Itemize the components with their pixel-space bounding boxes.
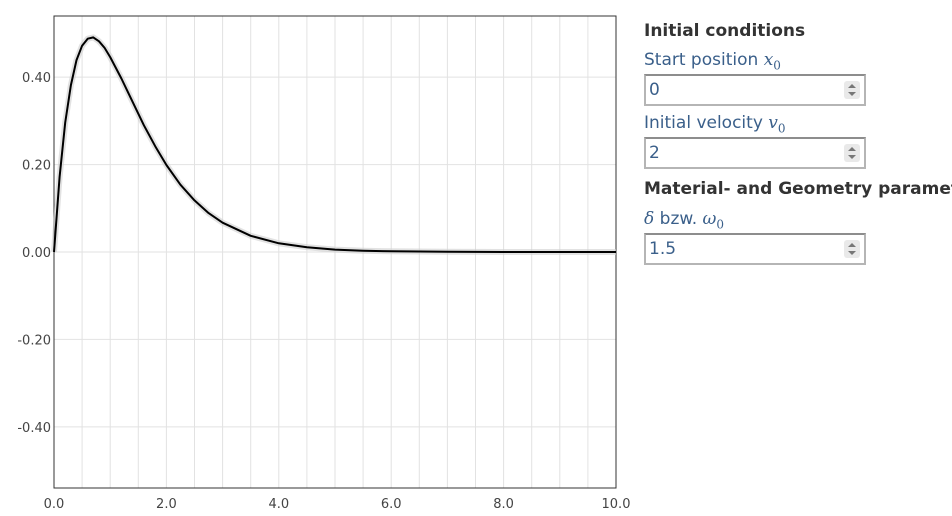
start-position-input[interactable] bbox=[646, 76, 829, 104]
y-tick-label: 0.00 bbox=[22, 246, 51, 261]
x-tick-label: 0.0 bbox=[44, 497, 65, 512]
material-geometry-title: Material- and Geometry parameters bbox=[644, 179, 952, 199]
initial-velocity-label-row: Initial velocity v0 bbox=[644, 109, 952, 137]
y-tick-label: -0.20 bbox=[17, 333, 51, 348]
curve-group bbox=[51, 34, 616, 255]
y-axis-ticks: -0.40 -0.20 0.00 0.20 0.40 bbox=[17, 71, 51, 436]
x-tick-label: 8.0 bbox=[493, 497, 514, 512]
initial-velocity-symbol-letter: v bbox=[768, 113, 778, 133]
damping-parameter-connector: bzw. bbox=[659, 209, 698, 229]
omega-symbol-sub: 0 bbox=[716, 217, 725, 232]
response-chart: -0.40 -0.20 0.00 0.20 0.40 0.0 2.0 4.0 6.0 8.0 10… bbox=[17, 15, 631, 512]
initial-velocity-symbol-sub: 0 bbox=[777, 121, 786, 136]
damping-parameter-field[interactable] bbox=[644, 233, 866, 265]
control-panel: Initial conditions Start position x0 Ini… bbox=[644, 18, 952, 265]
start-position-symbol: x0 bbox=[763, 50, 781, 73]
omega-symbol-letter: ω bbox=[702, 209, 717, 229]
x-tick-label: 2.0 bbox=[156, 497, 177, 512]
start-position-spinner-icon[interactable] bbox=[844, 81, 860, 99]
y-tick-label: -0.40 bbox=[17, 421, 51, 436]
start-position-label-row: Start position x0 bbox=[644, 46, 952, 74]
y-tick-label: 0.20 bbox=[22, 159, 51, 174]
series-line bbox=[53, 36, 616, 253]
delta-symbol: δ bbox=[644, 209, 655, 229]
start-position-symbol-letter: x bbox=[763, 50, 774, 70]
initial-velocity-input[interactable] bbox=[646, 139, 829, 167]
start-position-label: Start position bbox=[644, 50, 759, 70]
x-tick-label: 6.0 bbox=[381, 497, 402, 512]
y-tick-label: 0.40 bbox=[22, 71, 51, 86]
x-tick-label: 4.0 bbox=[268, 497, 289, 512]
x-axis-ticks: 0.0 2.0 4.0 6.0 8.0 10.0 bbox=[44, 497, 631, 512]
initial-conditions-title: Initial conditions bbox=[644, 21, 806, 41]
damping-parameter-spinner-icon[interactable] bbox=[844, 240, 860, 258]
initial-velocity-label: Initial velocity bbox=[644, 113, 763, 133]
initial-velocity-field[interactable] bbox=[644, 137, 866, 169]
start-position-symbol-sub: 0 bbox=[773, 58, 781, 73]
omega-symbol: ω0 bbox=[702, 209, 725, 232]
x-tick-label: 10.0 bbox=[602, 497, 631, 512]
damping-parameter-label-row: δ bzw. ω0 bbox=[644, 205, 952, 233]
initial-velocity-symbol: v0 bbox=[768, 113, 786, 136]
damping-parameter-input[interactable] bbox=[646, 235, 829, 263]
start-position-field[interactable] bbox=[644, 74, 866, 106]
initial-velocity-spinner-icon[interactable] bbox=[844, 144, 860, 162]
